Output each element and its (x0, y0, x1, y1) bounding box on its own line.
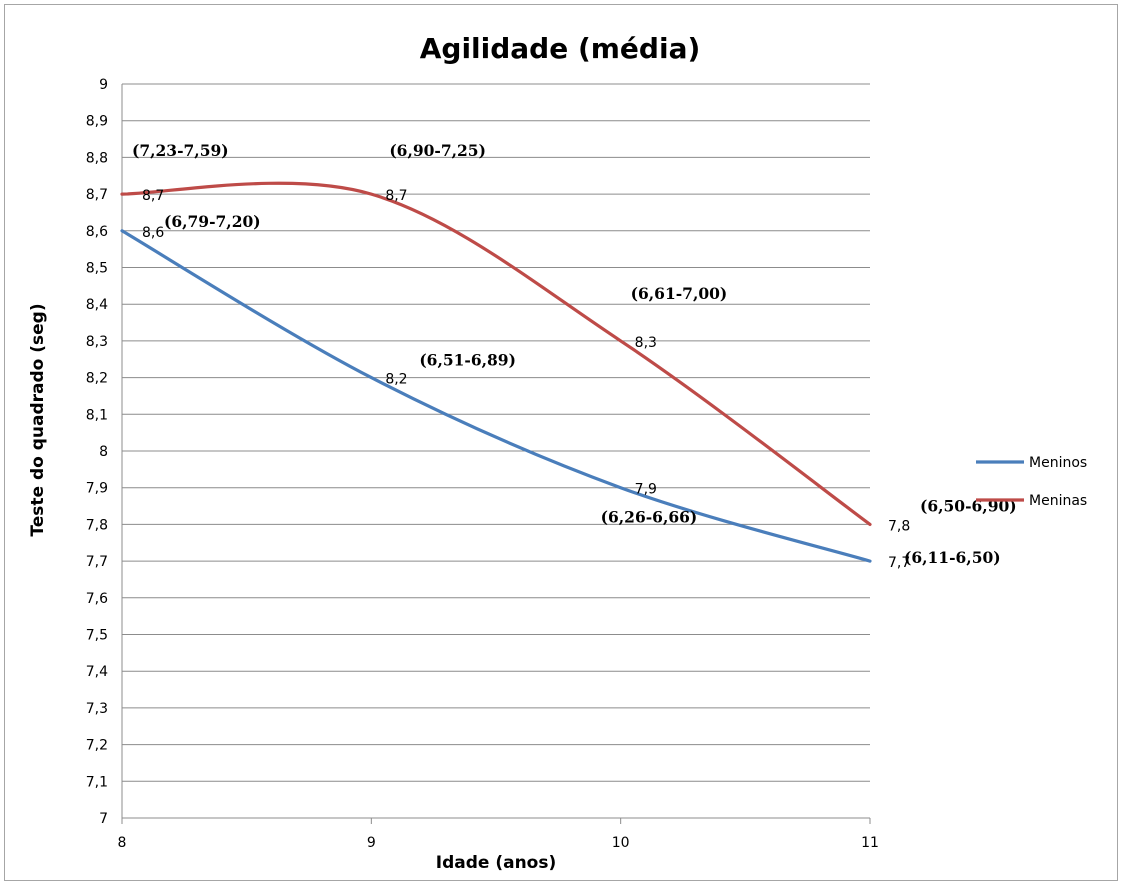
data-label: 8,2 (385, 372, 407, 388)
y-tick-label: 8,7 (86, 187, 108, 203)
chart-title: Agilidade (média) (420, 32, 701, 65)
series-lines (120, 181, 872, 563)
interval-annotation: (6,51-6,89) (419, 351, 516, 370)
y-tick-label: 7,8 (86, 517, 108, 533)
y-tick-label: 7,3 (86, 701, 108, 717)
x-tick-label: 10 (612, 835, 630, 851)
data-label: 7,8 (888, 518, 910, 534)
interval-annotation: (6,26-6,66) (601, 508, 698, 527)
y-tick-label: 8,4 (86, 297, 108, 313)
data-label: 8,6 (142, 225, 164, 241)
y-tick-label: 8,6 (86, 224, 108, 240)
legend: Meninos Meninas (976, 455, 1087, 509)
data-label: 8,7 (385, 188, 407, 204)
y-tick-label: 7,4 (86, 664, 108, 680)
y-tick-label: 8,5 (86, 261, 108, 277)
x-axis-label: Idade (anos) (436, 853, 557, 873)
data-labels: 8,6(6,79-7,20) 8,2 (6,51-6,89) 7,9 (6,26-6,6… (132, 141, 1017, 571)
data-label: 7,7 (888, 555, 910, 571)
data-label: 8,7 (142, 188, 164, 204)
y-axis-label: Teste do quadrado (seg) (28, 303, 48, 536)
y-tick-label: 7,5 (86, 628, 108, 644)
y-tick-label: 8,3 (86, 334, 108, 350)
grid (121, 83, 870, 819)
y-tick-label: 7,6 (86, 591, 108, 607)
y-axis-ticks: 7 7,1 7,2 7,3 7,4 7,5 7,6 7,7 7,8 7,9 8 8,1 8,2 8,3 8,… (86, 77, 108, 827)
y-tick-label: 8 (99, 444, 108, 460)
interval-annotation: (7,23-7,59) (132, 141, 229, 160)
series-line-meninas (120, 181, 872, 526)
x-tick-label: 9 (367, 835, 376, 851)
interval-annotation: (6,90-7,25) (389, 141, 486, 160)
data-label: 7,9 (635, 482, 657, 498)
chart-frame (4, 4, 1118, 881)
series-line-meninos (120, 229, 872, 563)
interval-annotation: (6,79-7,20) (164, 212, 261, 231)
legend-entry: Meninos (1029, 455, 1087, 471)
interval-annotation: (6,11-6,50) (904, 548, 1001, 567)
y-tick-label: 7 (99, 811, 108, 827)
y-tick-label: 7,1 (86, 774, 108, 790)
x-tick-label: 11 (861, 835, 879, 851)
y-tick-label: 7,2 (86, 738, 108, 754)
y-tick-label: 7,7 (86, 554, 108, 570)
y-tick-label: 7,9 (86, 481, 108, 497)
y-tick-label: 8,9 (86, 114, 108, 130)
x-axis-ticks: 8 9 10 11 (118, 818, 879, 851)
y-tick-label: 8,1 (86, 407, 108, 423)
y-tick-label: 9 (99, 77, 108, 93)
data-label: 8,3 (635, 335, 657, 351)
y-tick-label: 8,8 (86, 150, 108, 166)
y-tick-label: 8,2 (86, 371, 108, 387)
legend-entry: Meninas (1029, 493, 1087, 509)
x-tick-label: 8 (118, 835, 127, 851)
interval-annotation: (6,61-7,00) (631, 284, 728, 303)
